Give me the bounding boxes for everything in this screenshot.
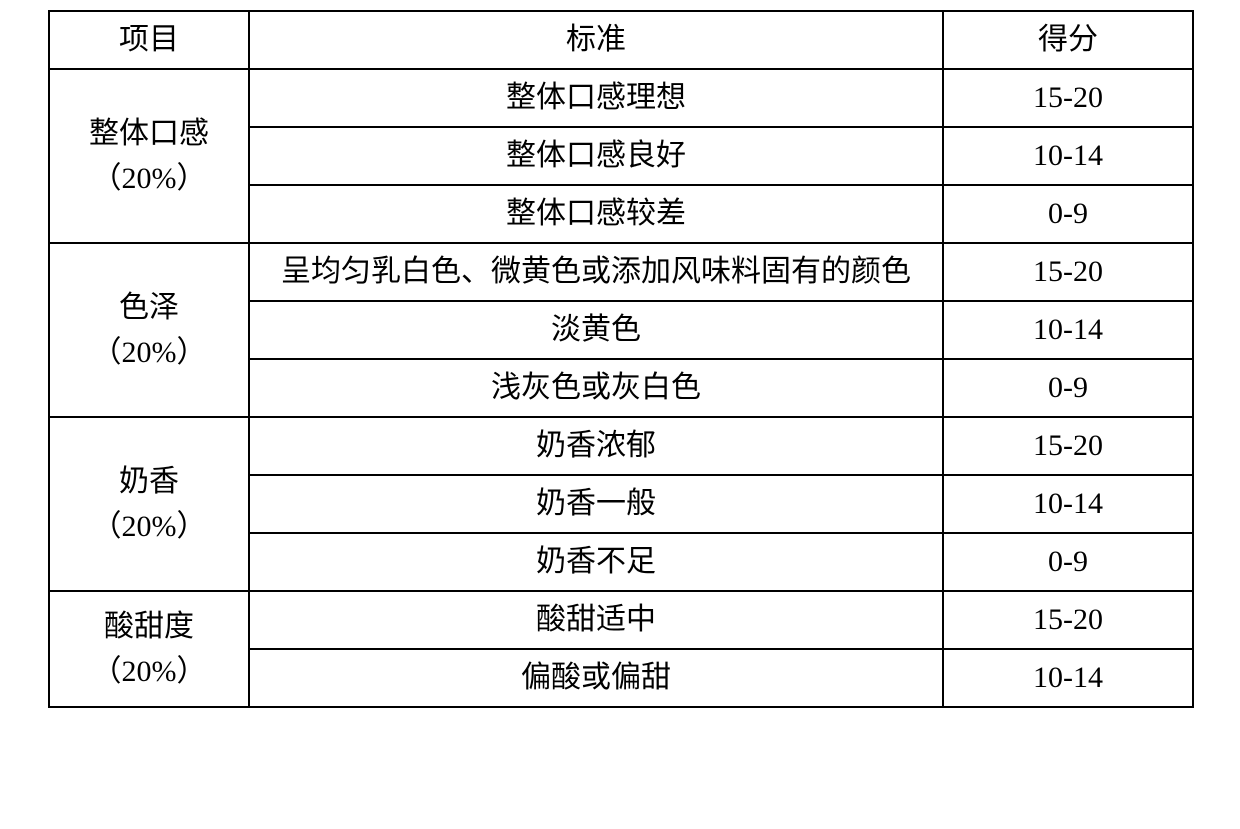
criterion-cell: 淡黄色	[249, 301, 943, 359]
criterion-cell: 整体口感良好	[249, 127, 943, 185]
scoring-rubric-table: 项目 标准 得分 整体口感 （20%） 整体口感理想 15-20 整体口感良好 …	[48, 10, 1194, 708]
table-row: 酸甜度 （20%） 酸甜适中 15-20	[49, 591, 1193, 649]
criterion-cell: 奶香一般	[249, 475, 943, 533]
score-cell: 0-9	[943, 185, 1193, 243]
criterion-cell: 整体口感理想	[249, 69, 943, 127]
header-category: 项目	[49, 11, 249, 69]
score-cell: 10-14	[943, 301, 1193, 359]
score-cell: 10-14	[943, 127, 1193, 185]
score-cell: 15-20	[943, 417, 1193, 475]
category-label: 奶香	[119, 465, 179, 498]
header-score: 得分	[943, 11, 1193, 69]
criterion-cell: 浅灰色或灰白色	[249, 359, 943, 417]
category-weight: （20%）	[92, 510, 207, 543]
criterion-cell: 呈均匀乳白色、微黄色或添加风味料固有的颜色	[249, 243, 943, 301]
category-label: 酸甜度	[104, 610, 194, 643]
criterion-cell: 偏酸或偏甜	[249, 649, 943, 707]
criterion-cell: 奶香不足	[249, 533, 943, 591]
category-cell-sourness-sweetness: 酸甜度 （20%）	[49, 591, 249, 707]
score-cell: 10-14	[943, 649, 1193, 707]
score-cell: 0-9	[943, 359, 1193, 417]
table-row: 奶香 （20%） 奶香浓郁 15-20	[49, 417, 1193, 475]
score-cell: 10-14	[943, 475, 1193, 533]
category-cell-milk-aroma: 奶香 （20%）	[49, 417, 249, 591]
category-cell-color: 色泽 （20%）	[49, 243, 249, 417]
score-cell: 15-20	[943, 243, 1193, 301]
table-header-row: 项目 标准 得分	[49, 11, 1193, 69]
table-row: 整体口感 （20%） 整体口感理想 15-20	[49, 69, 1193, 127]
category-weight: （20%）	[92, 655, 207, 688]
criterion-cell: 酸甜适中	[249, 591, 943, 649]
score-cell: 15-20	[943, 69, 1193, 127]
category-cell-overall-taste: 整体口感 （20%）	[49, 69, 249, 243]
category-weight: （20%）	[92, 336, 207, 369]
header-criterion: 标准	[249, 11, 943, 69]
category-label: 整体口感	[89, 117, 209, 150]
category-weight: （20%）	[92, 162, 207, 195]
criterion-cell: 整体口感较差	[249, 185, 943, 243]
category-label: 色泽	[119, 291, 179, 324]
score-cell: 15-20	[943, 591, 1193, 649]
score-cell: 0-9	[943, 533, 1193, 591]
criterion-cell: 奶香浓郁	[249, 417, 943, 475]
table-row: 色泽 （20%） 呈均匀乳白色、微黄色或添加风味料固有的颜色 15-20	[49, 243, 1193, 301]
